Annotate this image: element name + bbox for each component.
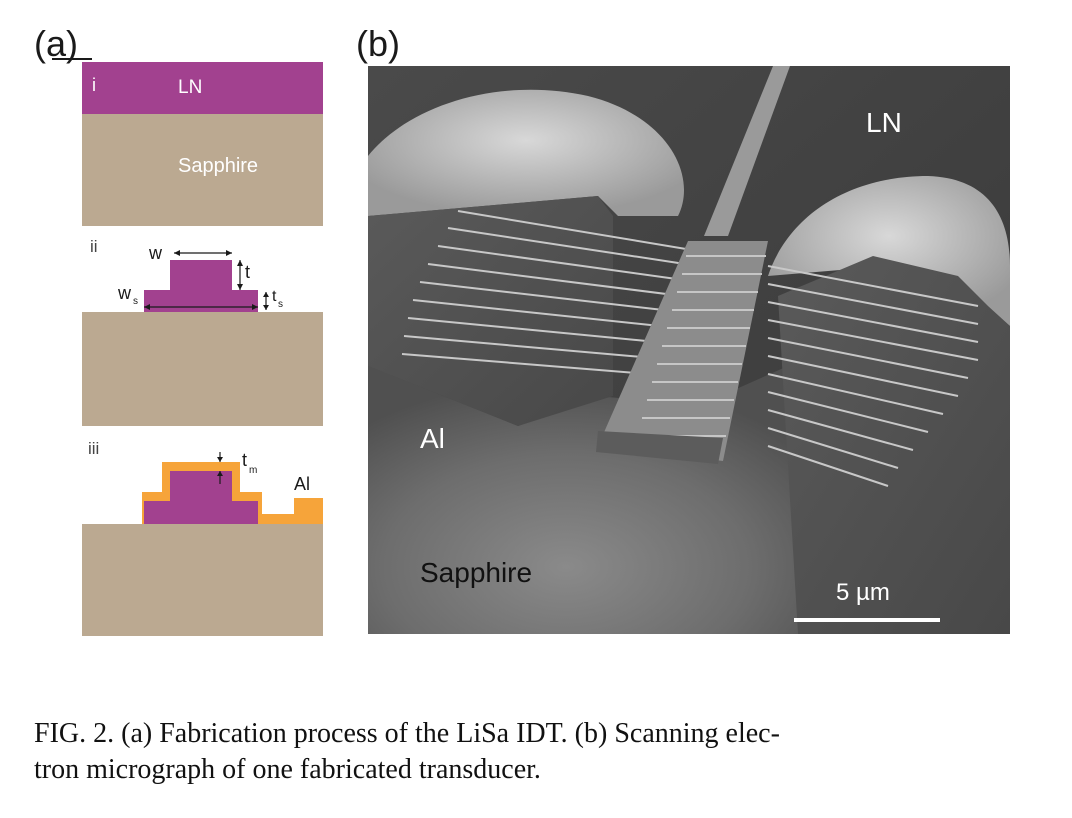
step-iii-cross-section: t m Al [82,450,323,636]
figure-caption: FIG. 2. (a) Fabrication process of the L… [34,716,1034,788]
sem-central-comb [598,241,768,461]
sem-ln-label: LN [866,107,902,138]
step-i-ln-layer [82,62,323,114]
sem-left-pad-lobe [368,89,684,216]
step-ii-t-label: t [245,262,250,282]
sem-feed-line [704,66,790,236]
step-iii-sapphire-substrate [82,524,323,636]
step-ii-cross-section: w t w s t s [82,243,323,426]
step-ii-ws-label: w [117,283,132,303]
caption-line-2: tron micrograph of one fabricated transd… [34,754,541,785]
sem-sapphire-region [368,366,808,634]
step-i-sapphire-label: Sapphire [178,155,259,177]
panel-b-label: (b) [356,23,400,64]
step-ii-ws-subscript: s [133,296,138,307]
sem-al-label: Al [420,423,445,454]
panel-a-label-underline [52,58,92,60]
step-ii-ts-subscript: s [278,299,283,310]
step-ii-ts-label: t [272,288,277,305]
step-ii-index: ii [90,237,98,256]
step-ii-ln-rib [144,260,258,312]
step-ii-w-label: w [148,243,163,263]
sem-left-al-electrode [368,196,613,426]
step-i-index: i [92,75,96,95]
sem-scale-label: 5 µm [836,579,890,606]
panel-a-label: (a) [34,23,78,64]
step-iii-ln-rib [144,471,258,524]
sem-micrograph: LN Al Sapphire 5 µm [368,66,1010,634]
step-ii-sapphire-substrate [82,312,323,426]
caption-line-1: FIG. 2. (a) Fabrication process of the L… [34,718,780,749]
step-i-sapphire-substrate [82,114,323,226]
sem-sapphire-label: Sapphire [420,557,532,588]
step-iii-index: iii [88,439,100,458]
sem-comb-base [596,431,723,464]
step-i-ln-label: LN [178,77,203,98]
sem-idt-fingers [401,210,979,487]
sem-scale-bar [794,618,940,622]
step-iii-al-label: Al [294,474,310,494]
step-iii-tm-subscript: m [249,465,257,476]
step-iii-tm-label: t [242,450,247,470]
